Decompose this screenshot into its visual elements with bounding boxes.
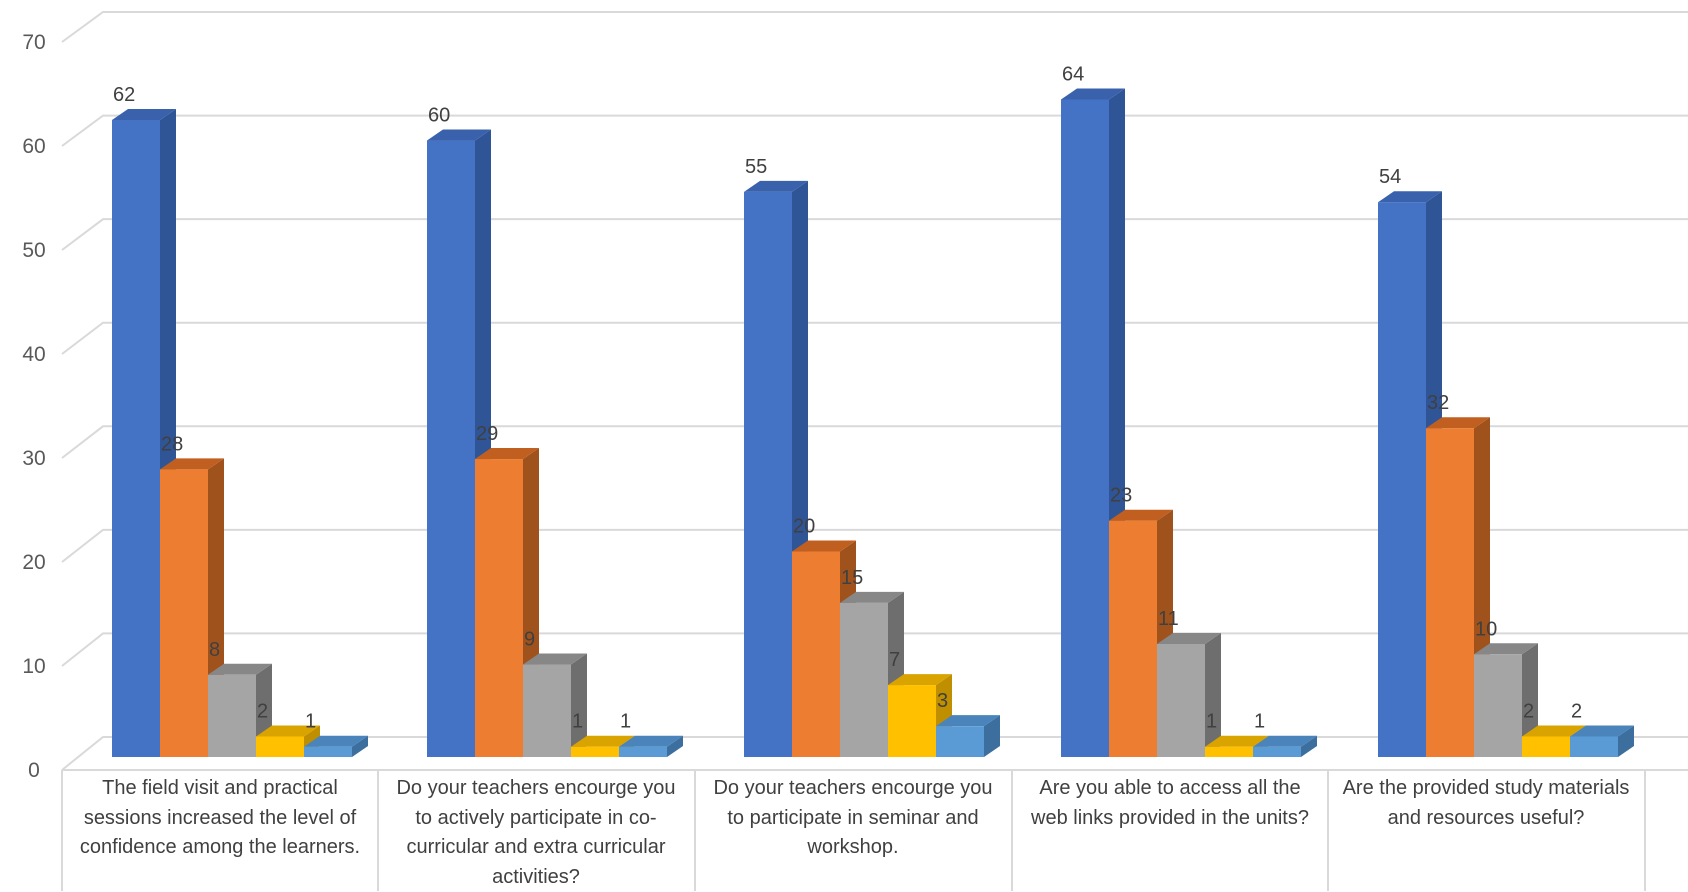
data-label: 55: [745, 156, 767, 178]
data-label: 1: [1206, 711, 1217, 733]
x-tick-label: Are you able to access all the web links…: [1031, 777, 1309, 829]
x-tick-label: Do your teachers encourge you to partici…: [713, 777, 993, 858]
gridline: [61, 218, 1688, 251]
data-label: 62: [113, 84, 135, 106]
data-label: 1: [572, 711, 583, 733]
data-label: 7: [889, 649, 900, 671]
y-axis: 0 10 20 30 40 50 60 70: [22, 31, 45, 782]
data-label: 20: [793, 516, 815, 538]
data-label: 10: [1475, 618, 1497, 640]
gridline: [61, 11, 1688, 43]
y-tick-label: 60: [22, 135, 45, 158]
bar: [1570, 725, 1634, 757]
y-tick-label: 50: [22, 239, 45, 262]
x-tick-label: Do your teachers encourge you to activel…: [396, 777, 676, 888]
data-label: 64: [1062, 63, 1084, 85]
data-label: 2: [1571, 700, 1582, 722]
data-label: 2: [1523, 700, 1534, 722]
x-tick-label: Are the provided study materials and res…: [1342, 777, 1630, 829]
data-label: 29: [476, 423, 498, 445]
bars: [112, 88, 1634, 758]
y-tick-label: 0: [28, 759, 40, 782]
bar: [1426, 417, 1490, 757]
bar: [1474, 643, 1538, 757]
category-separators: [61, 770, 1646, 891]
y-tick-label: 30: [22, 447, 45, 470]
y-tick-label: 70: [22, 31, 45, 54]
data-label: 2: [257, 700, 268, 722]
gridline: [61, 425, 1688, 459]
bar: [523, 653, 587, 757]
x-tick-label: The field visit and practical sessions i…: [79, 777, 361, 858]
y-tick-label: 40: [22, 343, 45, 366]
data-label: 15: [841, 567, 863, 589]
data-label: 23: [1110, 485, 1132, 507]
bar: [160, 458, 224, 757]
data-label: 1: [620, 711, 631, 733]
gridline: [61, 321, 1688, 355]
data-label: 8: [209, 639, 220, 661]
bar: [1253, 735, 1317, 757]
data-label: 28: [161, 433, 183, 455]
gridlines: [61, 11, 1688, 771]
bar: [304, 735, 368, 757]
data-label: 32: [1427, 392, 1449, 414]
data-label: 11: [1158, 608, 1179, 630]
data-label: 1: [305, 711, 316, 733]
bar: [1378, 191, 1442, 757]
data-label: 3: [937, 690, 948, 712]
data-label: 54: [1379, 166, 1401, 188]
data-label: 60: [428, 105, 450, 127]
data-label: 9: [524, 629, 535, 651]
bar: [936, 715, 1000, 757]
gridline: [61, 114, 1688, 147]
y-tick-label: 20: [22, 551, 45, 574]
bar: [1157, 632, 1221, 757]
data-label: 1: [1254, 711, 1265, 733]
bar: [619, 735, 683, 757]
y-tick-label: 10: [22, 655, 45, 678]
